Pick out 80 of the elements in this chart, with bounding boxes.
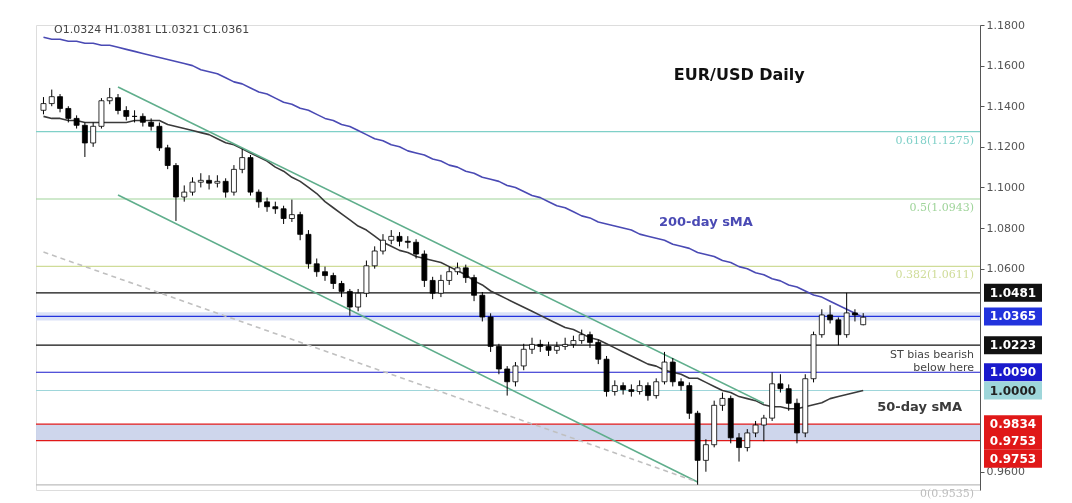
candlestick [736,432,742,463]
candlestick [495,343,502,375]
candlestick [669,357,676,387]
y-tick-label: 1.1400 [986,99,1025,113]
candlestick [148,117,155,132]
candlestick [189,176,196,197]
candlestick [346,288,353,317]
candlestick [479,291,486,322]
candlestick [512,361,519,387]
candlestick [529,337,535,355]
candlestick [678,377,684,391]
candlestick [620,381,626,396]
y-tick-label: 1.0600 [986,262,1025,276]
text: EUR/USD Daily [673,65,806,84]
candlestick [355,288,362,312]
candlestick [777,373,784,394]
candlestick [297,211,304,241]
ref-line-label: 1.0481 [989,285,1037,300]
ref-line-label: 0.9753 [989,433,1037,448]
candlestick [280,205,287,225]
candlestick [760,414,767,442]
candlestick [438,274,444,298]
y-tick-label: 1.0800 [986,221,1025,235]
candlestick [380,233,386,255]
annotation: O1.0324 H1.0381 L1.0321 C1.0361 [54,23,250,36]
candlestick [255,188,262,209]
candlestick [471,274,477,302]
candlestick [156,121,163,152]
candlestick [288,199,295,223]
y-tick-label: 1.1600 [986,59,1025,73]
annotation: ST bias bearish below here [890,348,975,375]
candlestick [645,381,651,402]
ref-line-label: 1.0223 [989,338,1037,353]
candlestick [719,392,726,412]
candlestick [785,383,792,412]
candlestick [562,337,569,351]
ref-line-label: 0.5(1.0943) [909,201,974,215]
candlestick [653,377,660,400]
series-label: 50-day sMA [877,398,963,414]
y-tick-label: 0.9600 [986,465,1025,479]
candlestick [553,341,560,355]
candlestick [843,292,850,339]
candlestick [827,304,833,324]
candlestick [703,438,709,473]
candlestick [313,258,320,278]
candlestick [239,148,246,174]
candlestick [744,428,751,452]
candlestick [264,197,270,213]
ref-line-label: 0.9834 [989,417,1037,432]
y-tick-label: 1.1200 [986,140,1025,154]
candlestick [322,266,328,282]
candlestick [231,164,237,197]
candlestick [504,365,511,397]
ref-line-label: 1.0000 [989,383,1037,398]
candlestick [462,264,469,284]
ref-line-label: 1.0365 [989,309,1037,324]
candlestick [371,245,378,270]
candlestick [90,121,97,148]
candlestick [835,316,842,346]
candlestick [520,343,527,371]
y-tick-label: 1.1800 [986,18,1025,32]
candlestick [595,339,602,365]
ref-line-label: 0.382(1.0611) [895,268,974,282]
candlestick [57,93,63,113]
candlestick [413,238,419,260]
ref-line-label: 0(0.9535) [919,486,974,500]
candlestick [852,308,858,322]
series-label: 200-day sMA [658,214,753,230]
candlestick [81,121,88,158]
y-tick-label: 1.1000 [986,180,1025,194]
candlestick [429,276,436,300]
candlestick [661,351,668,385]
candlestick [164,144,171,170]
text: 0.9753 [989,451,1037,466]
ref-line-label: 0.618(1.1275) [895,133,974,147]
candlestick [818,308,825,339]
candlestick [446,266,453,286]
candlestick [115,93,121,115]
ref-line-label: 1.0090 [989,365,1037,380]
candlestick [206,174,212,190]
